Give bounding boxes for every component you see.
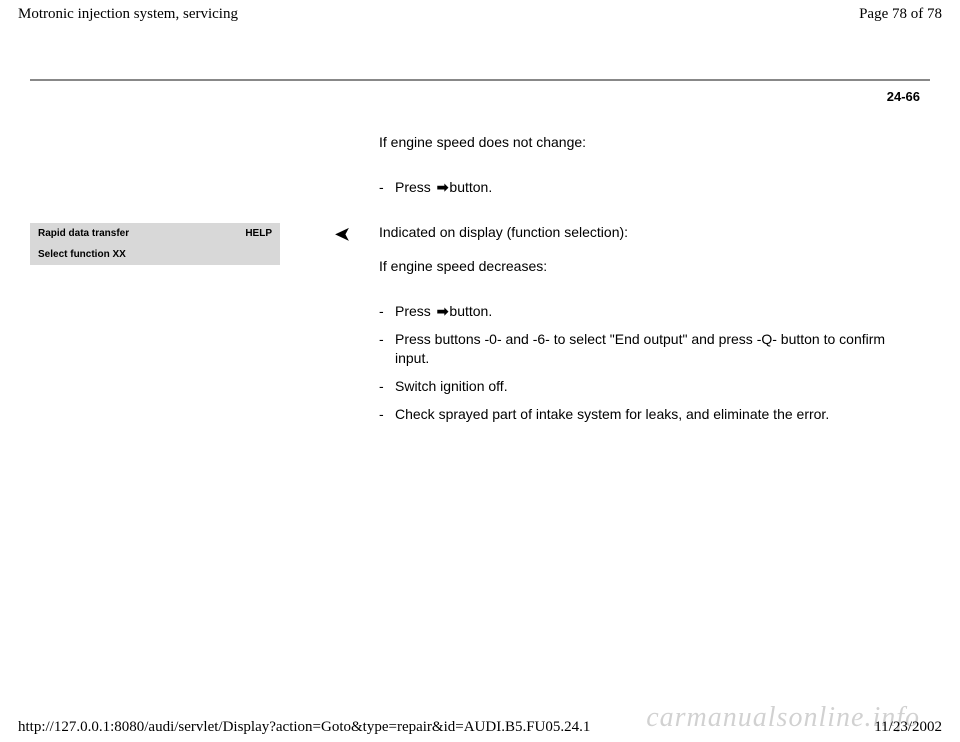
footer-date: 11/23/2002	[874, 719, 942, 736]
footer-url: http://127.0.0.1:8080/audi/servlet/Displ…	[18, 719, 590, 736]
item-pre: Press	[395, 303, 435, 319]
arrow-icon: ➡	[437, 178, 448, 196]
display-row-2: Select function XX	[30, 244, 280, 265]
list-item: - Check sprayed part of intake system fo…	[379, 405, 910, 423]
list-item: - Press buttons -0- and -6- to select "E…	[379, 330, 910, 366]
item-post: button.	[449, 179, 492, 195]
display-panel: Rapid data transfer HELP Select function…	[30, 223, 280, 265]
bullet-dash: -	[379, 302, 395, 320]
item-pre: Press	[395, 179, 435, 195]
bullet-dash: -	[379, 377, 395, 395]
list-item: - Switch ignition off.	[379, 377, 910, 395]
item-text: Check sprayed part of intake system for …	[395, 405, 829, 423]
block2-intro: If engine speed decreases:	[379, 258, 910, 274]
arrow-icon: ➡	[437, 302, 448, 320]
bullet-dash: -	[379, 405, 395, 423]
header-rule	[30, 79, 930, 81]
item-text: Press ➡button.	[395, 178, 492, 196]
page-footer: http://127.0.0.1:8080/audi/servlet/Displ…	[0, 719, 960, 736]
display-row-1: Rapid data transfer HELP	[30, 223, 280, 244]
page-reference: 24-66	[0, 89, 920, 104]
content-wrap: Rapid data transfer HELP Select function…	[0, 128, 960, 451]
display-row1-right: HELP	[245, 228, 272, 239]
bullet-dash: -	[379, 178, 395, 196]
display-row2-left: Select function XX	[38, 249, 272, 260]
page-header: Motronic injection system, servicing Pag…	[0, 0, 960, 29]
item-text: Press buttons -0- and -6- to select "End…	[395, 330, 910, 366]
bullet-dash: -	[379, 330, 395, 366]
left-column: Rapid data transfer HELP Select function…	[30, 128, 335, 451]
list-item: - Press ➡button.	[379, 178, 910, 196]
item-text: Switch ignition off.	[395, 377, 508, 395]
pointer-column: ➤	[335, 128, 379, 451]
right-column: If engine speed does not change: - Press…	[379, 128, 930, 451]
item-post: button.	[449, 303, 492, 319]
block2-list: - Press ➡button. - Press buttons -0- and…	[379, 302, 910, 423]
display-row1-left: Rapid data transfer	[38, 228, 245, 239]
block2-heading: Indicated on display (function selection…	[379, 224, 910, 240]
list-item: - Press ➡button.	[379, 302, 910, 320]
item-text: Press ➡button.	[395, 302, 492, 320]
block1-intro: If engine speed does not change:	[379, 134, 910, 150]
page-indicator: Page 78 of 78	[859, 6, 942, 23]
pointer-icon: ➤	[335, 225, 350, 243]
block1-list: - Press ➡button.	[379, 178, 910, 196]
doc-title: Motronic injection system, servicing	[18, 6, 238, 23]
